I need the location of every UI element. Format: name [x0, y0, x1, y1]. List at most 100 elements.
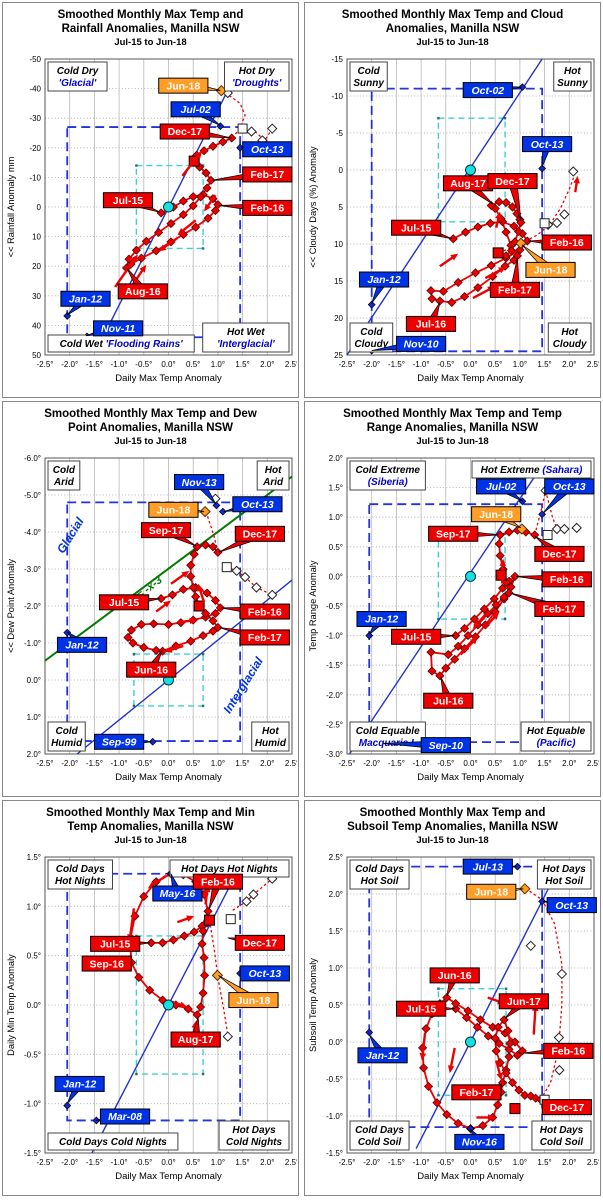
callout-label: Jul-02 [486, 481, 517, 493]
callout-label: Jun-16 [438, 970, 472, 982]
callout-box [543, 1042, 594, 1059]
title-line-2: Range Anomalies, Manilla NSW [366, 422, 539, 434]
corner-label-text: Cold Soil [540, 1137, 584, 1148]
x-tick-label: 0.0° [161, 1158, 175, 1167]
corner-label-text: Humid [51, 738, 83, 749]
chart-title-subsoil: Smoothed Monthly Max Temp and Subsoil Te… [305, 801, 600, 853]
projection-line [217, 977, 229, 1035]
y-tick-label: -50 [29, 55, 41, 64]
callout-box [451, 1084, 502, 1101]
callout-box [476, 478, 527, 495]
callout-label: May-16 [160, 888, 196, 900]
callout-sep-10: Sep-10 [382, 737, 471, 754]
callout-box [242, 141, 293, 158]
y-tick-label: 0.5° [329, 1001, 343, 1010]
callout-box [102, 192, 154, 209]
x-tick-label: 1.0° [211, 759, 225, 768]
corner-label-text: Cold [53, 465, 76, 476]
callout-label: Feb-16 [550, 237, 584, 249]
callout-dec-17: Dec-17 [159, 123, 232, 140]
x-tick-label: -2.5° [37, 360, 54, 369]
y-tick-label: -4.0° [24, 528, 41, 537]
y-axis-label: << Dew Point Anomaly [6, 559, 16, 653]
y-tick-label: 0.5° [329, 543, 343, 552]
x-tick-label: -2.0° [363, 360, 380, 369]
direction-arrow [162, 237, 179, 250]
callout-box [140, 522, 192, 539]
y-tick-label: -0.5° [24, 1050, 41, 1059]
chart-title-mintemp: Smoothed Monthly Max Temp and Min Temp A… [3, 801, 298, 853]
corner-label-text: Hot Days [232, 1125, 276, 1136]
callout-label: Jul-13 [473, 861, 504, 873]
corner-label-text: Cold Days [355, 1125, 404, 1136]
callout-dec-17: Dec-17 [218, 525, 285, 553]
callout-feb-16: Feb-16 [221, 603, 290, 620]
y-tick-label: 0 [339, 166, 344, 175]
x-tick-label: 1.0° [211, 360, 225, 369]
callout-box [126, 661, 177, 678]
callout-box [454, 1133, 505, 1150]
callout-sep-17: Sep-17 [140, 522, 197, 547]
callout-label: Oct-02 [471, 85, 504, 97]
callout-jul-02: Jul-02 [170, 101, 221, 126]
x-tick-label: 0.0° [463, 360, 477, 369]
callout-label: Jul-02 [180, 104, 211, 116]
y-tick-label: -6.0° [24, 454, 41, 463]
corner-label-text: Cold Soil [358, 1137, 402, 1148]
direction-arrow [500, 563, 505, 584]
callout-jun-18: Jun-18 [218, 975, 279, 1009]
corner-label-tl: Cold Extreme(Siberia) [349, 460, 426, 491]
direction-arrow [114, 257, 136, 288]
corner-label-text: Hot [262, 726, 279, 737]
x-tick-label: 0.5° [488, 759, 502, 768]
callout-dec-17: Dec-17 [534, 535, 585, 562]
callout-box [525, 261, 576, 278]
callout-box [420, 737, 471, 754]
x-tick-label: -0.5° [437, 759, 454, 768]
callout-jun-17: Jun-17 [498, 993, 549, 1019]
y-tick-label: 0.0° [329, 1038, 343, 1047]
x-tick-label: 2.5° [285, 759, 297, 768]
y-axis-label: Subsoil Temp Anomaly [308, 958, 318, 1052]
callout-jul-15: Jul-15 [98, 594, 161, 611]
plot-border [346, 856, 595, 1154]
callout-aug-16: Aug-16 [117, 268, 168, 300]
y-tick-label: -1.0° [326, 632, 343, 641]
callout-jun-18: Jun-18 [148, 501, 205, 518]
callout-label: Jul-15 [406, 1003, 437, 1015]
x-tick-label: 1.5° [235, 1158, 249, 1167]
y-tick-label: -1.5° [24, 1149, 41, 1158]
callout-jul-13: Jul-13 [462, 858, 517, 875]
callout-box [170, 101, 221, 118]
x-tick-label: -1.0° [413, 1158, 430, 1167]
x-axis-label: Daily Max Temp Anomaly [417, 373, 524, 384]
x-tick-label: -2.5° [339, 759, 356, 768]
subsoil-plot: -2.5° -2.0° -1.5° -1.0° -0.5° 0.0° 0.5° 1.0° 1.5… [308, 853, 599, 1182]
corner-label-text: Cold Days [355, 864, 404, 875]
x-tick-label: -0.5° [135, 759, 152, 768]
rotated-label: Interglacial [220, 654, 266, 716]
callout-label: Dec-17 [168, 126, 203, 138]
origin-marker [465, 1036, 476, 1048]
x-tick-label: 2.0° [260, 1158, 274, 1167]
callout-oct-13: Oct-13 [542, 478, 595, 514]
callout-label: Jul-15 [401, 631, 432, 643]
chart-title-rainfall: Smoothed Monthly Max Temp and Rainfall A… [3, 3, 298, 55]
callout-box [356, 611, 407, 628]
callout-feb-16: Feb-16 [515, 571, 592, 588]
y-tick-label: -40 [29, 85, 41, 94]
y-tick-label: 5 [339, 203, 344, 212]
y-axis-label: << Cloudy Days (%) Anomaly [308, 146, 318, 268]
chart-panel-mintemp: Smoothed Monthly Max Temp and Min Temp A… [2, 800, 299, 1196]
callout-label: Jan-12 [65, 640, 98, 652]
callout-jul-02: Jul-02 [476, 478, 527, 502]
callout-box [544, 478, 595, 495]
callout-label: Jul-16 [416, 319, 447, 331]
callout-box [234, 525, 285, 542]
callout-oct-13: Oct-13 [223, 496, 283, 513]
y-tick-label: -5 [336, 129, 344, 138]
callout-aug-17: Aug-17 [442, 175, 494, 205]
y-tick-label: -2.0° [326, 691, 343, 700]
plot-border [346, 457, 595, 755]
